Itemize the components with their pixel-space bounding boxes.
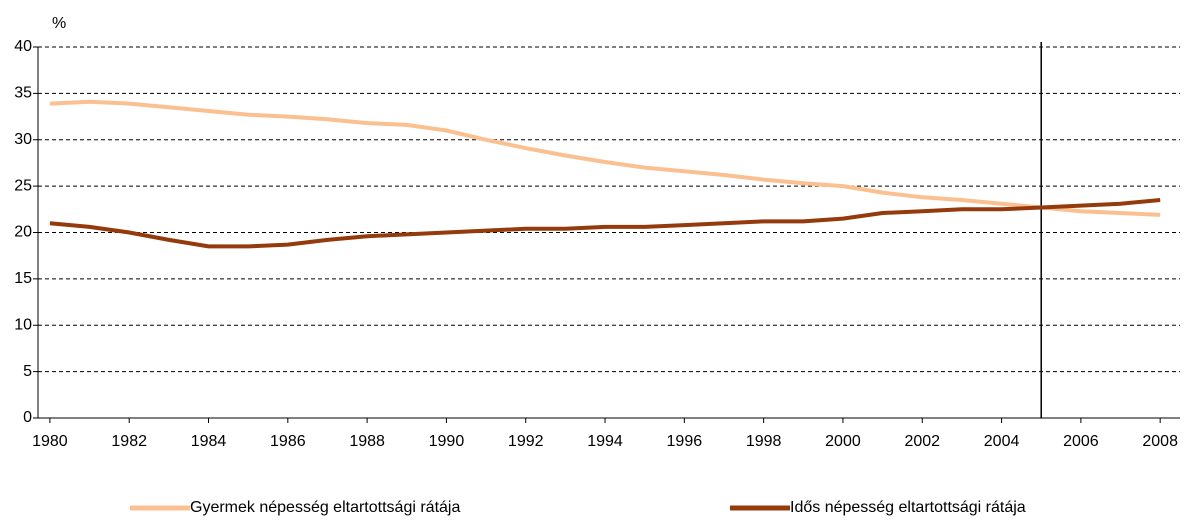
x-tick-label: 1990 xyxy=(429,433,465,450)
x-tick-label: 1994 xyxy=(587,433,623,450)
legend-label: Gyermek népesség eltartottsági rátája xyxy=(190,499,460,516)
x-tick-label: 1984 xyxy=(191,433,227,450)
x-tick-label: 2004 xyxy=(984,433,1020,450)
x-tick-label: 1996 xyxy=(667,433,703,450)
x-tick-label: 1992 xyxy=(508,433,544,450)
x-tick-label: 1980 xyxy=(32,433,68,450)
y-tick-label: 35 xyxy=(14,85,32,102)
x-tick-label: 1988 xyxy=(349,433,385,450)
y-tick-label: 5 xyxy=(23,363,32,380)
x-tick-label: 2002 xyxy=(904,433,940,450)
y-tick-label: 0 xyxy=(23,409,32,426)
x-tick-label: 2006 xyxy=(1063,433,1099,450)
y-tick-label: 20 xyxy=(14,224,32,241)
y-tick-label: 25 xyxy=(14,177,32,194)
x-tick-label: 2000 xyxy=(825,433,861,450)
x-tick-label: 1986 xyxy=(270,433,306,450)
series-line xyxy=(49,198,1161,249)
x-tick-label: 1982 xyxy=(111,433,147,450)
series-line xyxy=(49,99,1161,217)
y-tick-label: 15 xyxy=(14,270,32,287)
y-tick-label: 30 xyxy=(14,131,32,148)
x-tick-label: 2008 xyxy=(1142,433,1178,450)
y-tick-label: 10 xyxy=(14,316,32,333)
y-tick-label: 40 xyxy=(14,38,32,55)
y-axis-label: % xyxy=(52,15,66,32)
x-tick-label: 1998 xyxy=(746,433,782,450)
legend-label: Idős népesség eltartottsági rátája xyxy=(790,499,1026,516)
